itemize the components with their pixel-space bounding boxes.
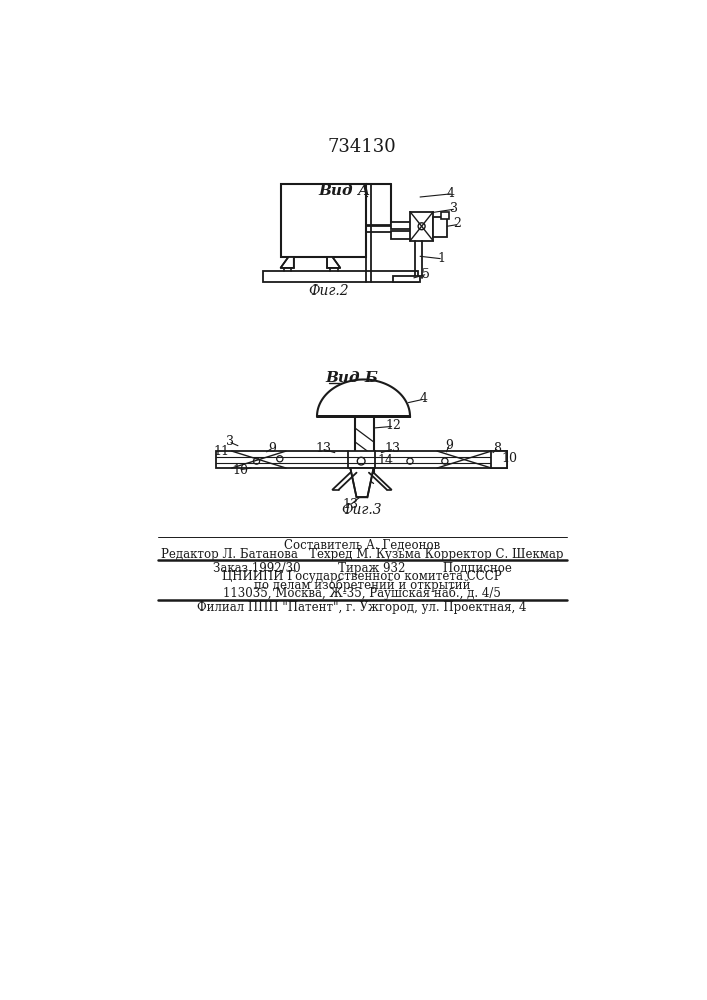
Bar [263,271,418,282]
Bar [410,212,433,241]
Polygon shape [281,257,293,268]
Text: 13: 13 [342,498,358,512]
Text: Вид Б: Вид Б [325,371,378,385]
Bar [433,217,448,237]
Bar [441,212,449,219]
Text: 13: 13 [315,442,331,455]
Text: 4: 4 [447,187,455,200]
Text: ЦНИИПИ Государственного комитета СССР: ЦНИИПИ Государственного комитета СССР [222,570,502,583]
Polygon shape [317,379,410,416]
Text: Редактор Л. Батанова   Техред М. Кузьма Корректор С. Шекмар: Редактор Л. Батанова Техред М. Кузьма Ко… [160,548,563,561]
Text: Филиал ППП "Патент", г. Ужгород, ул. Проектная, 4: Филиал ППП "Патент", г. Ужгород, ул. Про… [197,601,527,614]
Text: 13: 13 [384,442,400,455]
Text: Фиг.2: Фиг.2 [308,284,349,298]
Text: 10: 10 [233,464,248,477]
Text: 5: 5 [421,267,429,280]
Bar [393,276,420,282]
Bar [216,451,507,468]
Text: 12: 12 [385,419,401,432]
Text: 734130: 734130 [327,138,397,156]
Text: 14: 14 [378,454,393,467]
Text: по делам изобретений и открытий: по делам изобретений и открытий [254,578,470,592]
Polygon shape [327,257,340,268]
Text: Составитель А. Гедеонов: Составитель А. Гедеонов [284,539,440,552]
Bar [491,451,507,468]
Text: 8: 8 [493,442,501,455]
Text: 4: 4 [419,392,427,405]
Text: Заказ 1992/30          Тираж 932          Подписное: Заказ 1992/30 Тираж 932 Подписное [213,562,511,575]
Text: 3: 3 [226,435,234,448]
Text: 9: 9 [445,439,453,452]
Bar [391,231,423,239]
Polygon shape [351,468,373,497]
Text: 10: 10 [501,452,518,465]
Bar [391,222,421,229]
Text: 9: 9 [268,442,276,455]
Text: 2: 2 [453,217,461,230]
Text: Вид А: Вид А [318,184,370,198]
Text: 113035, Москва, Ж-35, Раушская наб., д. 4/5: 113035, Москва, Ж-35, Раушская наб., д. … [223,587,501,600]
Text: Фиг.3: Фиг.3 [341,503,382,517]
Text: 3: 3 [450,202,458,215]
Text: 1: 1 [437,252,445,265]
Bar [281,184,366,257]
Text: 11: 11 [214,445,230,458]
